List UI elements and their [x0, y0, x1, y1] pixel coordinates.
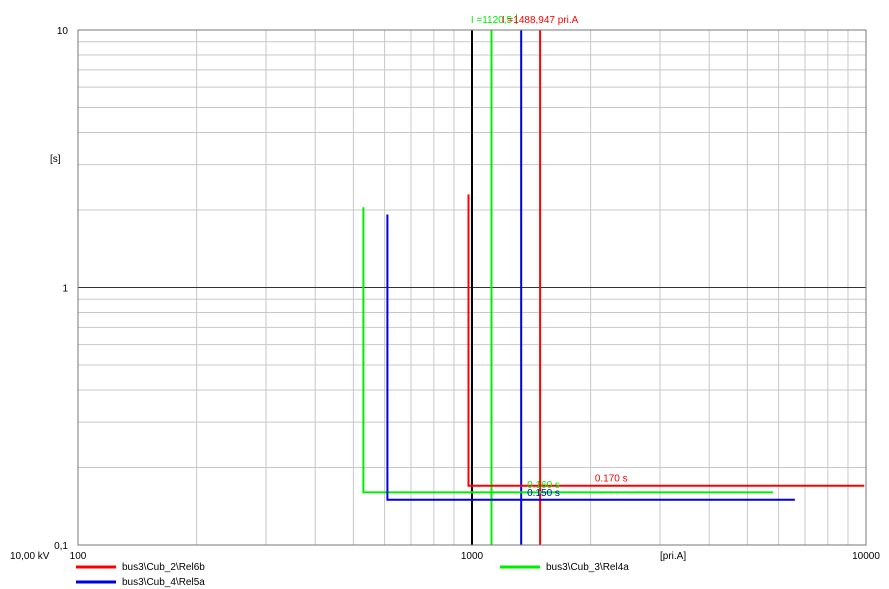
- x-tick-label: 1000: [461, 551, 484, 562]
- vertical-marker-label: I =1488,947 pri.A: [502, 15, 579, 26]
- legend-label: bus3\Cub_4\Rel5a: [122, 577, 205, 588]
- x-tick-label: 100: [70, 551, 87, 562]
- time-annotation: 0.160 s: [527, 480, 560, 491]
- time-annotation: 0.170 s: [595, 473, 628, 484]
- y-tick-label: 1: [62, 284, 68, 295]
- vertical-markers: I =1120,5I =1488,947 pri.A: [471, 14, 579, 545]
- annotations: 0.170 s 0.160 s0.150 s: [527, 473, 628, 499]
- series-line: [467, 194, 865, 487]
- y-axis-label: [s]: [50, 154, 61, 165]
- series-line: [362, 207, 773, 494]
- y-tick-label: 10: [57, 26, 69, 37]
- legend: bus3\Cub_2\Rel6b bus3\Cub_3\Rel4a bus3\Cub…: [76, 562, 629, 588]
- legend-label: bus3\Cub_3\Rel4a: [546, 562, 629, 573]
- tick-labels: 100 1000 10000 10 1 0,1: [54, 26, 880, 562]
- x-tick-label: 10000: [852, 551, 880, 562]
- legend-label: bus3\Cub_2\Rel6b: [122, 562, 205, 573]
- vertical-marker-label: I =1120,5: [471, 15, 513, 26]
- y-tick-label: 0,1: [54, 541, 68, 552]
- series-lines: [362, 194, 865, 501]
- x-axis-label: [pri.A]: [660, 551, 686, 562]
- time-annotation: 0.150 s: [527, 488, 560, 499]
- series-line: [386, 214, 795, 501]
- plot-frame: [77, 29, 867, 546]
- voltage-label: 10,00 kV: [10, 551, 50, 562]
